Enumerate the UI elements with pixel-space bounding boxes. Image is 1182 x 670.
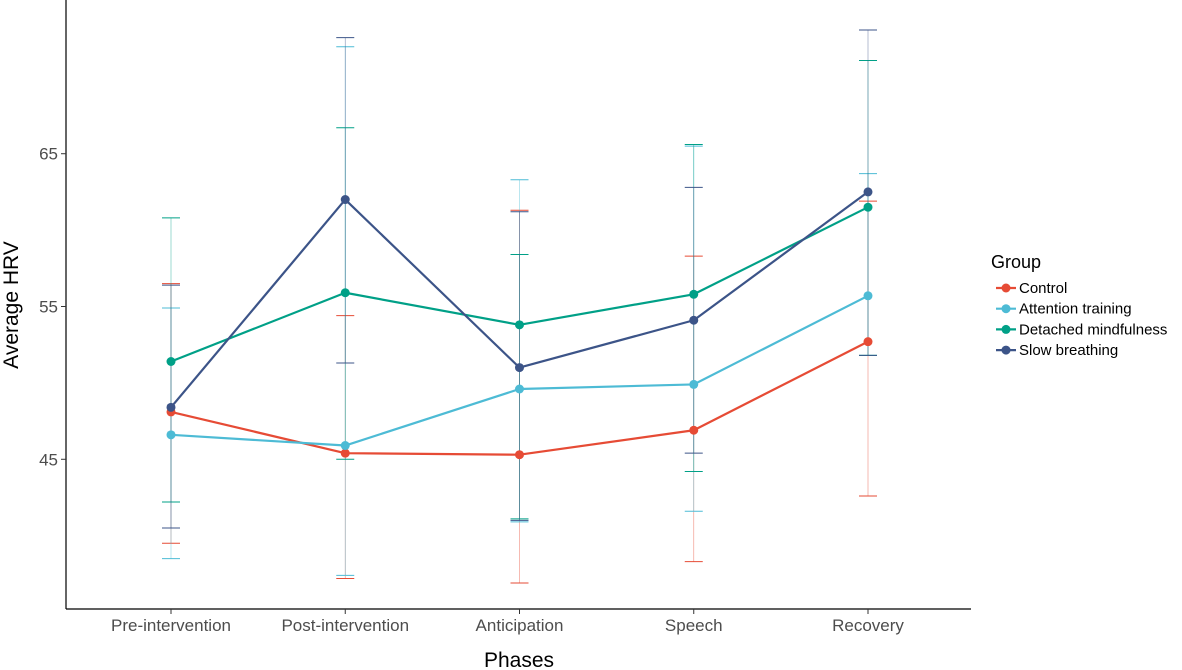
y-tick-label: 45 — [39, 450, 58, 469]
data-point-detached-mindfulness — [515, 320, 524, 330]
data-point-detached-mindfulness — [863, 202, 873, 212]
data-point-attention-training — [340, 441, 350, 451]
data-point-slow-breathing — [166, 402, 176, 412]
legend: Group Control Attention training Detached … — [991, 252, 1167, 359]
data-point-slow-breathing — [515, 363, 524, 373]
legend-label-slow-breathing: Slow breathing — [1019, 342, 1118, 359]
data-point-slow-breathing — [863, 187, 873, 197]
data-point-attention-training — [863, 291, 873, 301]
y-tick-label: 65 — [39, 145, 58, 164]
axes — [61, 0, 971, 614]
tick-labels: 45 55 65 Pre-intervention Post-intervention A… — [39, 145, 904, 635]
data-point-slow-breathing — [340, 195, 350, 205]
x-tick-label: Anticipation — [476, 616, 564, 635]
series-points — [166, 187, 873, 460]
data-point-control — [340, 448, 350, 458]
legend-key-point-attention-training — [1001, 304, 1011, 314]
legend-label-attention-training: Attention training — [1019, 301, 1132, 318]
data-point-control — [515, 450, 524, 460]
error-bars — [162, 29, 877, 584]
x-tick-label: Pre-intervention — [111, 616, 231, 635]
legend-key-point-detached-mindfulness — [1001, 324, 1011, 334]
x-tick-label: Recovery — [832, 616, 904, 635]
data-point-attention-training — [166, 430, 176, 440]
legend-title: Group — [991, 252, 1041, 272]
legend-key-point-slow-breathing — [1001, 345, 1011, 355]
data-point-attention-training — [689, 379, 699, 389]
legend-label-control: Control — [1019, 280, 1067, 297]
data-point-detached-mindfulness — [166, 357, 176, 366]
x-tick-label: Post-intervention — [281, 616, 409, 635]
data-point-detached-mindfulness — [689, 289, 699, 299]
data-point-control — [689, 425, 699, 435]
legend-label-detached-mindfulness: Detached mindfulness — [1019, 321, 1167, 338]
y-tick-label: 55 — [39, 298, 58, 317]
data-point-control — [863, 337, 873, 347]
x-tick-label: Speech — [665, 616, 723, 635]
data-point-slow-breathing — [689, 315, 699, 325]
y-axis-title: Average HRV — [0, 241, 23, 369]
legend-key-point-control — [1001, 283, 1011, 293]
x-axis-title: Phases — [484, 649, 554, 670]
data-point-detached-mindfulness — [340, 288, 350, 298]
data-point-attention-training — [515, 384, 524, 394]
